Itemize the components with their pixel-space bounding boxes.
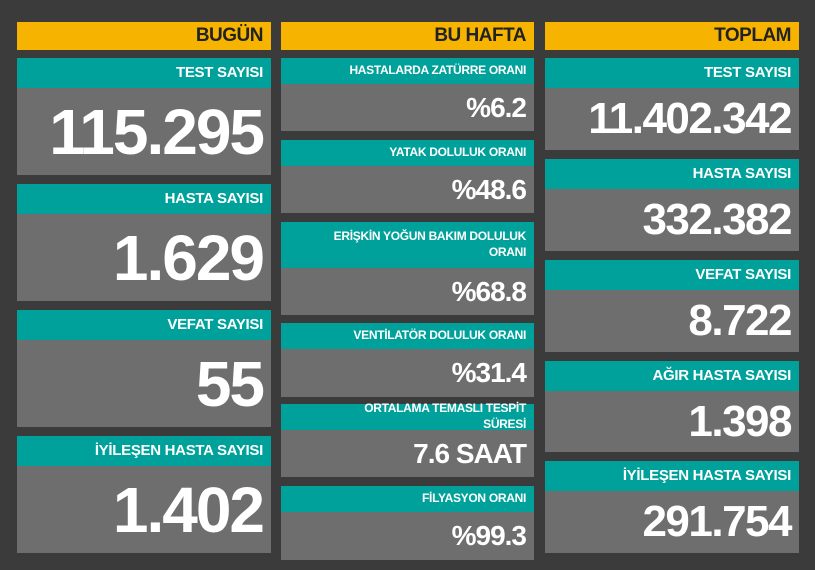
card-value: %48.6: [281, 166, 534, 213]
card-label: HASTA SAYISI: [17, 184, 271, 214]
column-header: BUGÜN: [17, 22, 271, 50]
card-value: %68.8: [281, 268, 534, 315]
card-label: VEFAT SAYISI: [545, 260, 799, 290]
card-label: ERİŞKİN YOĞUN BAKIM DOLULUK ORANI: [281, 222, 534, 268]
card-label: VENTİLATÖR DOLULUK ORANI: [281, 323, 534, 349]
card-value: %6.2: [281, 84, 534, 131]
card-value: 115.295: [17, 88, 271, 175]
card-value: 8.722: [545, 290, 799, 352]
card-label: VEFAT SAYISI: [17, 310, 271, 340]
card-value: 7.6 SAAT: [281, 430, 534, 477]
card-label: HASTA SAYISI: [545, 159, 799, 189]
card-label: ORTALAMA TEMASLI TESPİT SÜRESİ: [281, 401, 534, 431]
card-value: 1.398: [545, 391, 799, 452]
card-label: AĞIR HASTA SAYISI: [545, 361, 799, 391]
card-value: 1.402: [17, 466, 271, 553]
card-value: 291.754: [545, 491, 799, 553]
card-value: 11.402.342: [545, 88, 799, 150]
card-value: 1.629: [17, 214, 271, 301]
card-value: %99.3: [281, 512, 534, 560]
card-value: 55: [17, 340, 271, 427]
card-label: İYİLEŞEN HASTA SAYISI: [17, 436, 271, 466]
card-label: TEST SAYISI: [17, 58, 271, 88]
column-header: BU HAFTA: [281, 22, 534, 50]
card-value: %31.4: [281, 349, 534, 397]
card-label: İYİLEŞEN HASTA SAYISI: [545, 461, 799, 491]
column-header: TOPLAM: [545, 22, 799, 50]
card-label: HASTALARDA ZATÜRRE ORANI: [281, 58, 534, 84]
card-label: YATAK DOLULUK ORANI: [281, 140, 534, 166]
card-label: TEST SAYISI: [545, 58, 799, 88]
card-value: 332.382: [545, 189, 799, 251]
card-label: FİLYASYON ORANI: [281, 486, 534, 512]
